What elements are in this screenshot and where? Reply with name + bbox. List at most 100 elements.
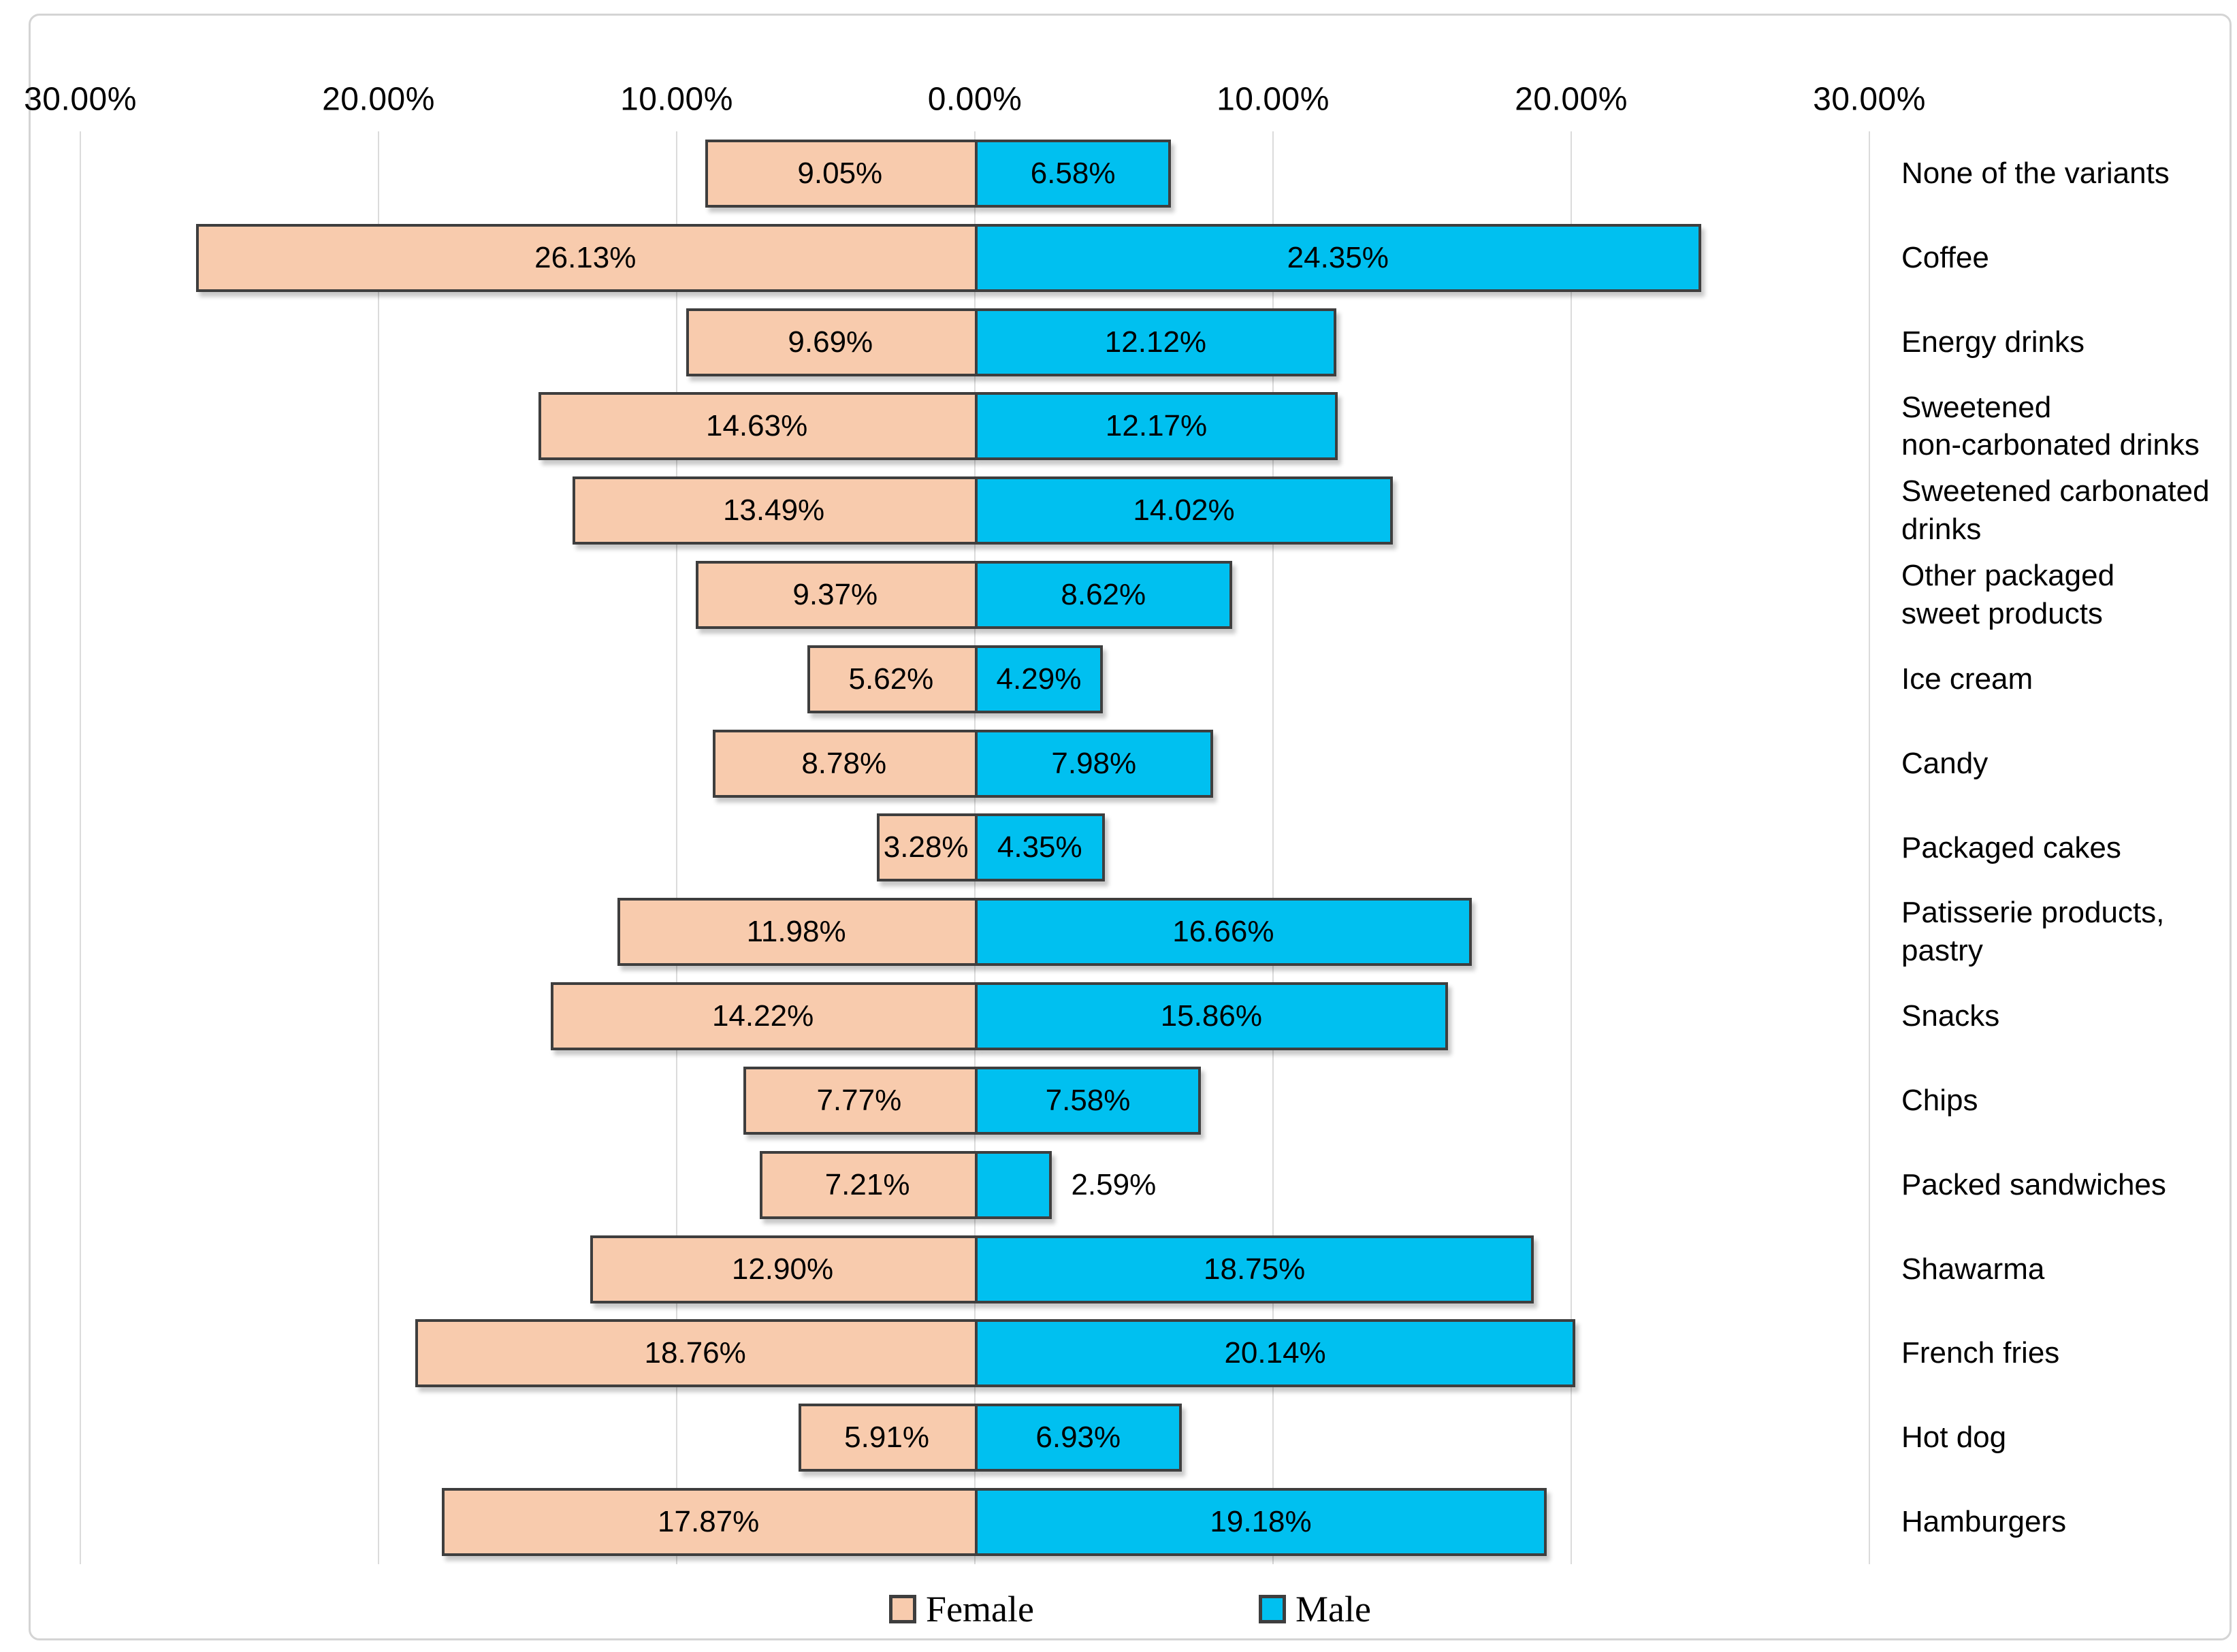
male-value-label: 12.17%	[1105, 409, 1208, 443]
female-value-label: 18.76%	[644, 1336, 746, 1370]
female-bar	[686, 308, 975, 376]
bar-row: 13.49% 14.02%	[80, 468, 1869, 553]
bar-row: 26.13% 24.35%	[80, 216, 1869, 300]
female-bar	[760, 1150, 975, 1219]
bar-row: 9.05% 6.58%	[80, 131, 1869, 216]
female-value-label: 9.69%	[788, 325, 873, 359]
plot-area: 9.05% 6.58% 26.13% 24.35% 9.69% 12.12% 14.63% 1…	[80, 131, 1870, 1564]
bar-row: 9.37% 8.62%	[80, 553, 1869, 637]
male-bar	[975, 729, 1213, 798]
female-bar	[695, 561, 975, 630]
female-value-label: 11.98%	[746, 915, 846, 949]
male-bar	[975, 139, 1172, 208]
category-label: Packaged cakes	[1901, 830, 2121, 864]
x-axis-tick: 10.00%	[620, 81, 733, 118]
male-value-label: 7.58%	[1045, 1083, 1131, 1117]
female-bar	[799, 1404, 975, 1472]
category-label: Coffee	[1901, 240, 1989, 274]
x-axis-tick: 20.00%	[322, 81, 435, 118]
female-bar	[743, 1066, 975, 1135]
category-label: Sweetened carbonated drinks	[1901, 474, 2210, 547]
bar-row: 5.91% 6.93%	[80, 1395, 1869, 1480]
category-label: None of the variants	[1901, 156, 2170, 190]
male-value-label: 18.75%	[1204, 1252, 1306, 1286]
category-label: Patisserie products, pastry	[1901, 896, 2165, 968]
bar-row: 7.21% 2.59%	[80, 1143, 1869, 1227]
female-bar	[705, 139, 975, 208]
gridline	[1571, 131, 1572, 1564]
female-value-label: 7.21%	[824, 1167, 910, 1201]
category-label: Other packaged sweet products	[1901, 559, 2115, 631]
category-label: Packed sandwiches	[1901, 1167, 2166, 1201]
male-value-label: 8.62%	[1061, 578, 1146, 612]
male-bar	[975, 982, 1448, 1051]
female-bar	[195, 223, 975, 292]
female-bar	[415, 1319, 975, 1388]
female-value-label: 9.37%	[792, 578, 878, 612]
male-bar	[975, 645, 1103, 713]
bar-row: 14.22% 15.86%	[80, 974, 1869, 1058]
male-bar	[975, 1150, 1052, 1219]
gridline	[378, 131, 379, 1564]
male-value-label: 4.35%	[997, 830, 1082, 864]
category-label: Ice cream	[1901, 662, 2033, 696]
bar-row: 12.90% 18.75%	[80, 1227, 1869, 1312]
female-bar	[877, 813, 975, 882]
male-value-label: 2.59%	[1071, 1167, 1157, 1201]
bar-row: 8.78% 7.98%	[80, 722, 1869, 806]
male-value-label: 12.12%	[1104, 325, 1207, 359]
male-bar	[975, 476, 1394, 545]
female-value-label: 3.28%	[883, 830, 969, 864]
legend: Female Male	[31, 1578, 2230, 1640]
x-axis-tick: 20.00%	[1515, 81, 1628, 118]
bar-row: 11.98% 16.66%	[80, 890, 1869, 974]
male-bar	[975, 223, 1701, 292]
female-bar	[538, 392, 975, 461]
female-value-label: 14.22%	[711, 999, 814, 1033]
male-bar	[975, 1066, 1201, 1135]
x-axis-tick: 10.00%	[1217, 81, 1330, 118]
gridline	[80, 131, 81, 1564]
male-value-label: 24.35%	[1287, 240, 1389, 274]
female-value-label: 13.49%	[722, 493, 825, 528]
bar-row: 18.76% 20.14%	[80, 1312, 1869, 1396]
male-value-label: 7.98%	[1051, 746, 1137, 780]
x-axis-tick: 30.00%	[24, 81, 137, 118]
gridline	[1869, 131, 1870, 1564]
male-swatch	[1259, 1595, 1286, 1623]
bar-row: 17.87% 19.18%	[80, 1480, 1869, 1564]
female-bar	[713, 729, 975, 798]
female-value-label: 8.78%	[801, 746, 887, 780]
x-axis-ticks: 30.00% 20.00% 10.00% 0.00% 10.00% 20.00% 30.00…	[24, 74, 1925, 125]
female-value-label: 9.05%	[797, 156, 883, 190]
male-value-label: 16.66%	[1172, 915, 1274, 949]
legend-item-female: Female	[889, 1588, 1034, 1630]
bar-row: 9.69% 12.12%	[80, 300, 1869, 385]
female-bar	[573, 476, 975, 545]
bar-rows: 9.05% 6.58% 26.13% 24.35% 9.69% 12.12% 14.63% 1…	[80, 131, 1869, 1564]
male-value-label: 14.02%	[1133, 493, 1235, 528]
gridline	[1272, 131, 1274, 1564]
category-label: Hot dog	[1901, 1421, 2007, 1455]
female-value-label: 17.87%	[658, 1505, 760, 1539]
male-value-label: 6.93%	[1035, 1421, 1121, 1455]
x-axis-tick: 0.00%	[927, 81, 1023, 118]
category-labels: None of the variants Coffee Energy drinks S…	[1901, 131, 2221, 1564]
male-bar	[975, 308, 1336, 376]
bar-row: 7.77% 7.58%	[80, 1058, 1869, 1143]
x-axis-tick: 30.00%	[1813, 81, 1926, 118]
chart-figure: 30.00% 20.00% 10.00% 0.00% 10.00% 20.00% 30.00…	[24, 14, 2232, 1640]
male-bar	[975, 561, 1232, 630]
female-bar	[590, 1235, 975, 1303]
female-bar	[442, 1488, 975, 1557]
category-label: Shawarma	[1901, 1252, 2045, 1286]
male-value-label: 20.14%	[1224, 1336, 1326, 1370]
bar-row: 5.62% 4.29%	[80, 637, 1869, 722]
bar-row: 3.28% 4.35%	[80, 806, 1869, 890]
male-value-label: 4.29%	[996, 662, 1082, 696]
female-value-label: 7.77%	[816, 1083, 902, 1117]
female-bar	[617, 898, 975, 967]
male-value-label: 15.86%	[1160, 999, 1262, 1033]
male-value-label: 6.58%	[1030, 156, 1116, 190]
male-bar	[975, 392, 1338, 461]
